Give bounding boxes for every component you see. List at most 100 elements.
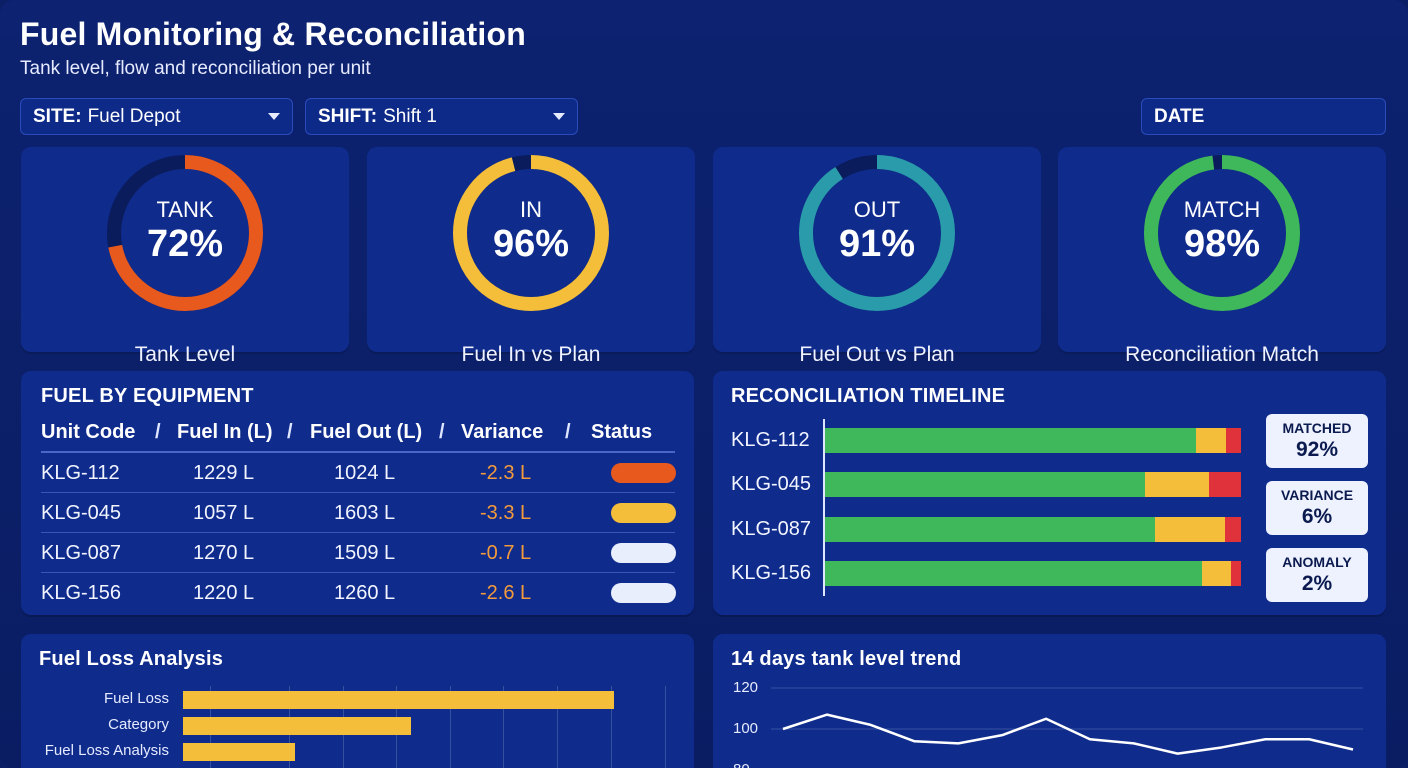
column-header-unit-code[interactable]: Unit Code bbox=[41, 421, 136, 443]
timeline-row-label: KLG-045 bbox=[731, 473, 812, 495]
gauge-arc bbox=[1144, 155, 1300, 311]
fuel-out-cell: 1509 L bbox=[334, 542, 396, 564]
site-filter-key: SITE: bbox=[33, 105, 82, 127]
y-tick-label: 100 bbox=[733, 720, 759, 737]
column-header-variance[interactable]: Variance bbox=[461, 421, 544, 443]
fuel-out-cell: 1260 L bbox=[334, 582, 396, 604]
badge-value: 92% bbox=[1295, 438, 1339, 461]
table-row[interactable]: KLG-156 1220 L 1260 L -2.6 L bbox=[41, 573, 676, 613]
fuel-in-cell: 1229 L bbox=[193, 462, 255, 484]
variance-cell: -2.6 L bbox=[480, 582, 532, 604]
fuel-in-gauge bbox=[453, 155, 609, 311]
kpi-card-tank-level: TANK 72% Tank Level bbox=[21, 147, 349, 366]
gauge-value: 98% bbox=[1183, 223, 1261, 265]
matched-segment bbox=[825, 472, 1145, 497]
column-header-status[interactable]: Status bbox=[591, 421, 653, 443]
unit-code-cell: KLG-087 bbox=[41, 542, 122, 564]
gauge-arc bbox=[799, 155, 955, 311]
shift-dropdown[interactable]: SHIFT: Shift 1 bbox=[305, 98, 578, 135]
grid-line bbox=[503, 686, 504, 768]
kpi-card-fuel-in: IN 96% Fuel In vs Plan bbox=[367, 147, 695, 366]
fuel-in-cell: 1220 L bbox=[193, 582, 255, 604]
timeline-row-label: KLG-087 bbox=[731, 518, 812, 540]
variance-segment bbox=[1144, 472, 1209, 497]
table-row[interactable]: KLG-112 1229 L 1024 L -2.3 L bbox=[41, 453, 676, 493]
fuel-out-cell: 1603 L bbox=[334, 502, 396, 524]
fuel-out-cell: 1024 L bbox=[334, 462, 396, 484]
fuel-loss-analysis-panel: Fuel Loss Analysis Fuel Loss Category Fuel… bbox=[21, 634, 694, 768]
gauge-arc bbox=[107, 155, 263, 311]
matched-badge: MATCHED 92% bbox=[1266, 414, 1368, 468]
column-separator: / bbox=[439, 421, 445, 443]
page-subtitle: Tank level, flow and reconciliation per … bbox=[20, 58, 371, 79]
tank-level-gauge bbox=[107, 155, 263, 311]
column-header-fuel-out[interactable]: Fuel Out (L) bbox=[310, 421, 423, 443]
grid-line bbox=[665, 686, 666, 768]
tank-level-trend-panel: 14 days tank level trend 120 100 80 bbox=[713, 634, 1386, 768]
trend-chart bbox=[771, 687, 1363, 755]
gauge-label: TANK bbox=[156, 197, 214, 222]
variance-cell: -0.7 L bbox=[480, 542, 532, 564]
shift-filter-value: Shift 1 bbox=[383, 105, 437, 127]
section-title: RECONCILIATION TIMELINE bbox=[731, 385, 1006, 407]
timeline-bar[interactable] bbox=[825, 472, 1241, 497]
category-label: Category bbox=[108, 716, 169, 733]
row-divider bbox=[41, 532, 675, 533]
section-title: FUEL BY EQUIPMENT bbox=[41, 385, 254, 407]
timeline-bar[interactable] bbox=[825, 561, 1241, 586]
timeline-bar[interactable] bbox=[825, 517, 1241, 542]
timeline-bar[interactable] bbox=[825, 428, 1241, 453]
gauge-label: IN bbox=[520, 197, 542, 222]
shift-filter-key: SHIFT: bbox=[318, 105, 378, 127]
table-row[interactable]: KLG-087 1270 L 1509 L -0.7 L bbox=[41, 533, 676, 573]
site-dropdown[interactable]: SITE: Fuel Depot bbox=[20, 98, 293, 135]
chevron-down-icon bbox=[553, 113, 565, 120]
fuel-by-equipment-panel: FUEL BY EQUIPMENT Unit Code / Fuel In (L… bbox=[21, 371, 694, 615]
kpi-title: Tank Level bbox=[134, 343, 236, 366]
gauge-label: MATCH bbox=[1183, 197, 1261, 222]
gauge-arc bbox=[453, 155, 609, 311]
section-title: Fuel Loss Analysis bbox=[39, 648, 224, 670]
kpi-card-fuel-out: OUT 91% Fuel Out vs Plan bbox=[713, 147, 1041, 366]
variance-segment bbox=[1196, 428, 1227, 453]
variance-cell: -2.3 L bbox=[480, 462, 532, 484]
timeline-row-label: KLG-156 bbox=[731, 562, 812, 584]
gauge-label: OUT bbox=[853, 197, 901, 222]
fuel-in-cell: 1057 L bbox=[193, 502, 255, 524]
variance-cell: -3.3 L bbox=[480, 502, 532, 524]
column-separator: / bbox=[565, 421, 571, 443]
column-header-fuel-in[interactable]: Fuel In (L) bbox=[177, 421, 273, 443]
gauge-value: 72% bbox=[146, 223, 224, 265]
timeline-axis bbox=[823, 419, 825, 596]
anomaly-badge: ANOMALY 2% bbox=[1266, 548, 1368, 602]
variance-segment bbox=[1201, 561, 1231, 586]
variance-segment bbox=[1154, 517, 1225, 542]
gauge-value: 91% bbox=[838, 223, 916, 265]
fuel-loss-bar[interactable] bbox=[183, 743, 296, 761]
status-indicator bbox=[611, 503, 676, 523]
status-indicator bbox=[611, 583, 676, 603]
grid-line bbox=[450, 686, 451, 768]
fuel-loss-bar[interactable] bbox=[183, 691, 614, 709]
reconciliation-timeline-panel: RECONCILIATION TIMELINE KLG-112 KLG-045 … bbox=[713, 371, 1386, 615]
timeline-row-label: KLG-112 bbox=[731, 429, 810, 451]
fuel-in-cell: 1270 L bbox=[193, 542, 255, 564]
site-filter-value: Fuel Depot bbox=[87, 105, 181, 127]
kpi-title: Fuel Out vs Plan bbox=[799, 343, 955, 366]
date-filter-key: DATE bbox=[1154, 105, 1205, 127]
grid-line bbox=[557, 686, 558, 768]
date-picker[interactable]: DATE bbox=[1141, 98, 1386, 135]
badge-value: 6% bbox=[1301, 505, 1333, 528]
matched-segment bbox=[825, 517, 1155, 542]
row-divider bbox=[41, 572, 675, 573]
fuel-loss-bar[interactable] bbox=[183, 717, 412, 735]
table-row[interactable]: KLG-045 1057 L 1603 L -3.3 L bbox=[41, 493, 676, 533]
trend-line bbox=[782, 713, 1354, 755]
variance-badge: VARIANCE 6% bbox=[1266, 481, 1368, 535]
status-indicator bbox=[611, 463, 676, 483]
header-divider bbox=[41, 451, 675, 453]
fuel-out-gauge bbox=[799, 155, 955, 311]
badge-label: MATCHED bbox=[1282, 420, 1352, 436]
page-title: Fuel Monitoring & Reconciliation bbox=[20, 16, 526, 52]
